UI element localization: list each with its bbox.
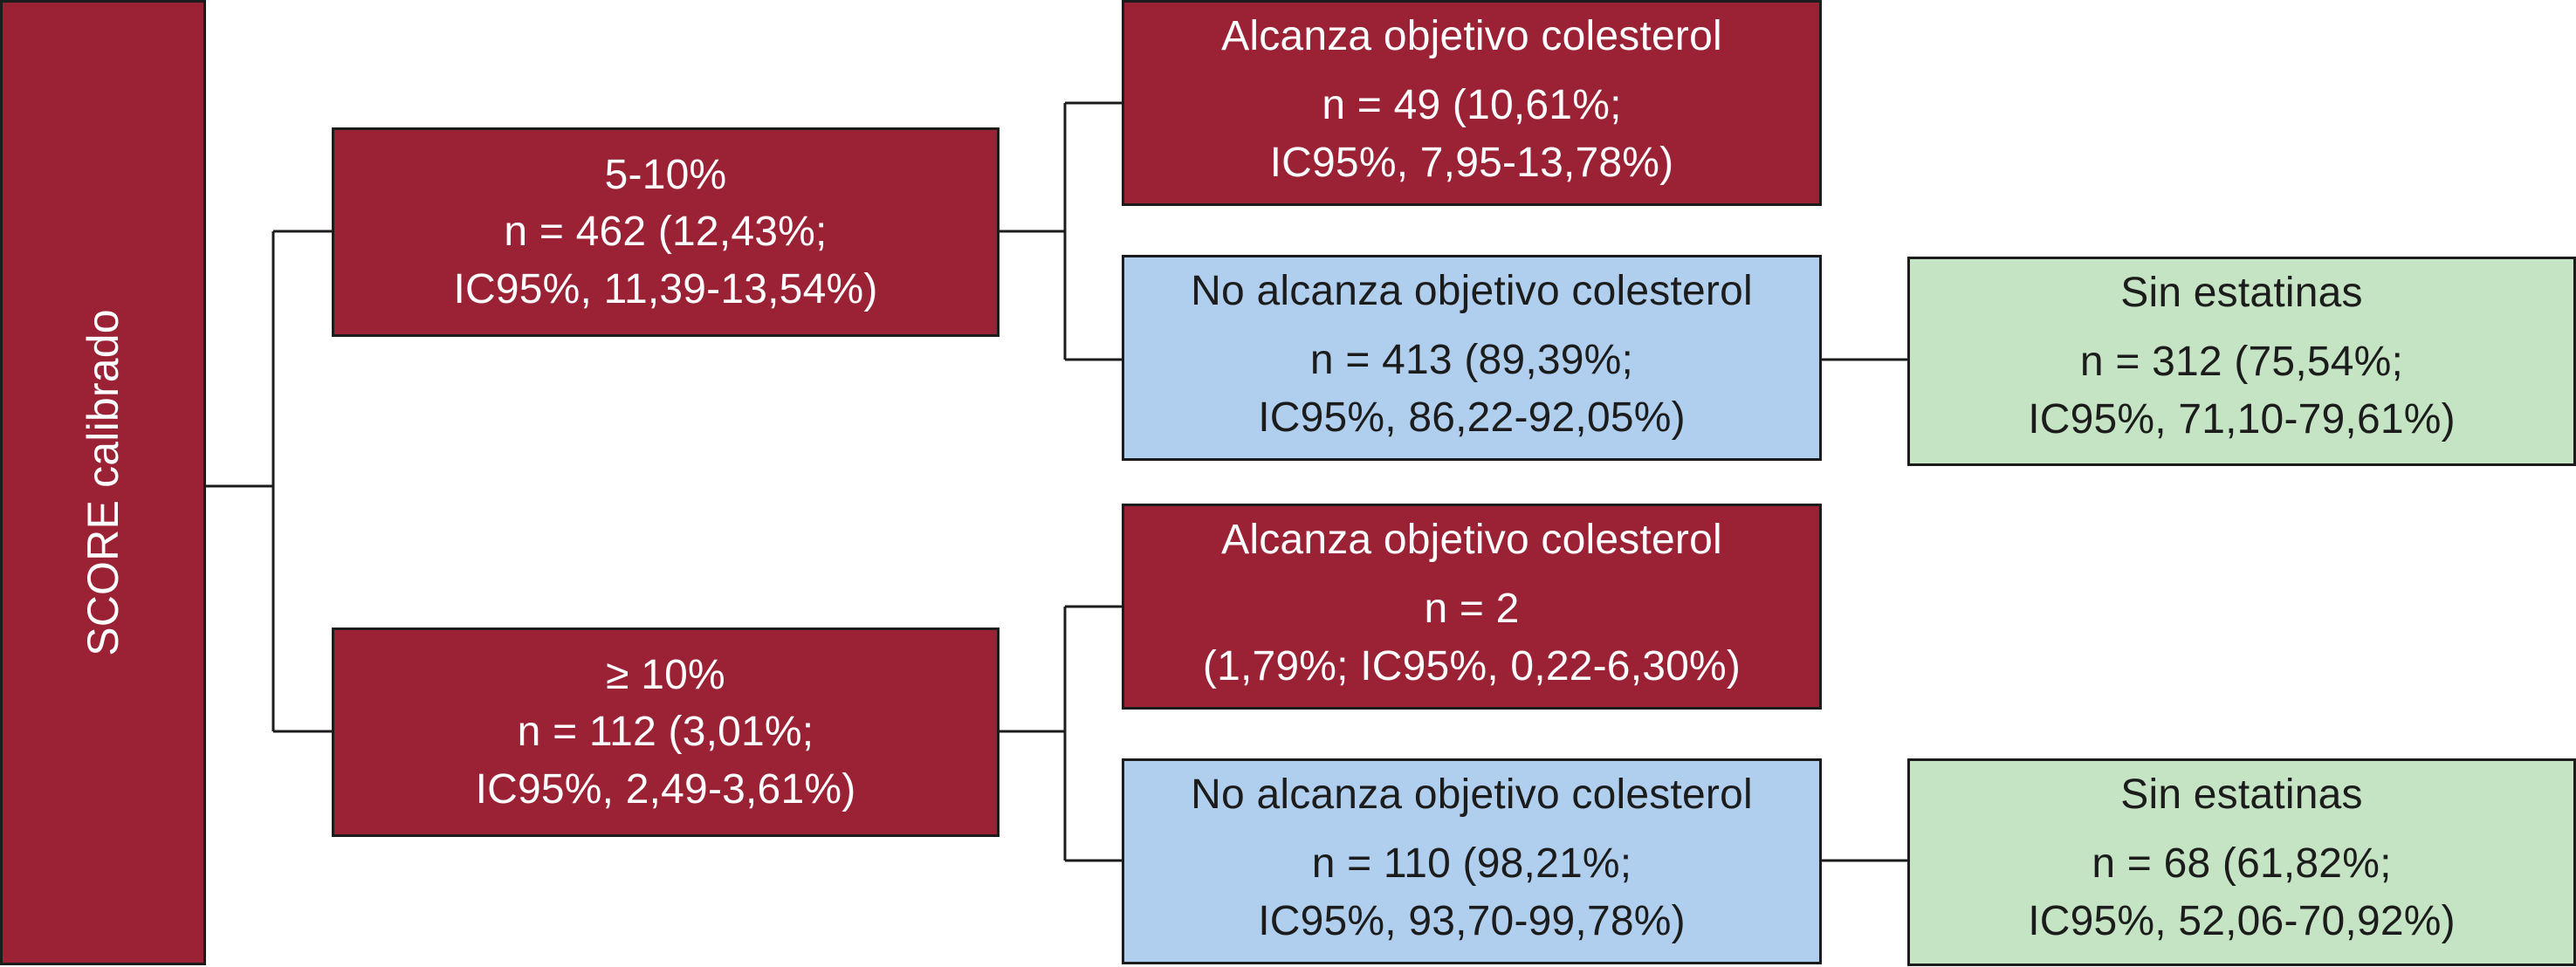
score-calibrado-label: SCORE calibrado: [79, 309, 128, 656]
sin-estatinas-ge10-count: n = 68 (61,82%;: [2092, 840, 2392, 888]
no-alcanza-5-10-title: No alcanza objetivo colesterol: [1191, 268, 1753, 314]
branch-5-10-count: n = 462 (12,43%;: [504, 209, 828, 256]
sin-estatinas-5-10-title: Sin estatinas: [2120, 270, 2363, 316]
no-alcanza-ge10-ci: IC95%, 93,70-99,78%): [1258, 897, 1686, 944]
branch-ge10-count: n = 112 (3,01%;: [517, 709, 814, 756]
alcanza-5-10-count: n = 49 (10,61%;: [1322, 82, 1622, 129]
branch-5-10-ci: IC95%, 11,39-13,54%): [453, 265, 878, 312]
alcanza-ge10-box: Alcanza objetivo colesterol n = 2 (1,79%…: [1122, 504, 1822, 710]
alcanza-ge10-ci: (1,79%; IC95%, 0,22-6,30%): [1202, 642, 1741, 689]
branch-5-10-box: 5-10% n = 462 (12,43%; IC95%, 11,39-13,5…: [332, 127, 999, 337]
score-calibrado-box: SCORE calibrado: [0, 0, 206, 965]
branch-5-10-label: 5-10%: [604, 152, 727, 199]
alcanza-ge10-count: n = 2: [1424, 586, 1520, 633]
no-alcanza-ge10-count: n = 110 (98,21%;: [1311, 840, 1632, 888]
branch-ge10-ci: IC95%, 2,49-3,61%): [475, 765, 856, 813]
branch-ge10-box: ≥ 10% n = 112 (3,01%; IC95%, 2,49-3,61%): [332, 628, 999, 837]
no-alcanza-5-10-ci: IC95%, 86,22-92,05%): [1258, 394, 1686, 441]
branch-ge10-label: ≥ 10%: [606, 652, 725, 699]
sin-estatinas-ge10-box: Sin estatinas n = 68 (61,82%; IC95%, 52,…: [1907, 758, 2576, 966]
alcanza-5-10-title: Alcanza objetivo colesterol: [1221, 13, 1722, 59]
no-alcanza-5-10-box: No alcanza objetivo colesterol n = 413 (…: [1122, 255, 1822, 461]
sin-estatinas-5-10-box: Sin estatinas n = 312 (75,54%; IC95%, 71…: [1907, 257, 2576, 466]
no-alcanza-ge10-box: No alcanza objetivo colesterol n = 110 (…: [1122, 758, 1822, 964]
alcanza-5-10-ci: IC95%, 7,95-13,78%): [1269, 139, 1674, 186]
alcanza-ge10-title: Alcanza objetivo colesterol: [1221, 517, 1722, 563]
no-alcanza-5-10-count: n = 413 (89,39%;: [1309, 337, 1634, 384]
sin-estatinas-ge10-title: Sin estatinas: [2120, 772, 2363, 818]
alcanza-5-10-box: Alcanza objetivo colesterol n = 49 (10,6…: [1122, 0, 1822, 206]
sin-estatinas-5-10-count: n = 312 (75,54%;: [2079, 339, 2404, 386]
no-alcanza-ge10-title: No alcanza objetivo colesterol: [1191, 772, 1753, 818]
sin-estatinas-ge10-ci: IC95%, 52,06-70,92%): [2028, 897, 2456, 944]
sin-estatinas-5-10-ci: IC95%, 71,10-79,61%): [2028, 395, 2456, 442]
